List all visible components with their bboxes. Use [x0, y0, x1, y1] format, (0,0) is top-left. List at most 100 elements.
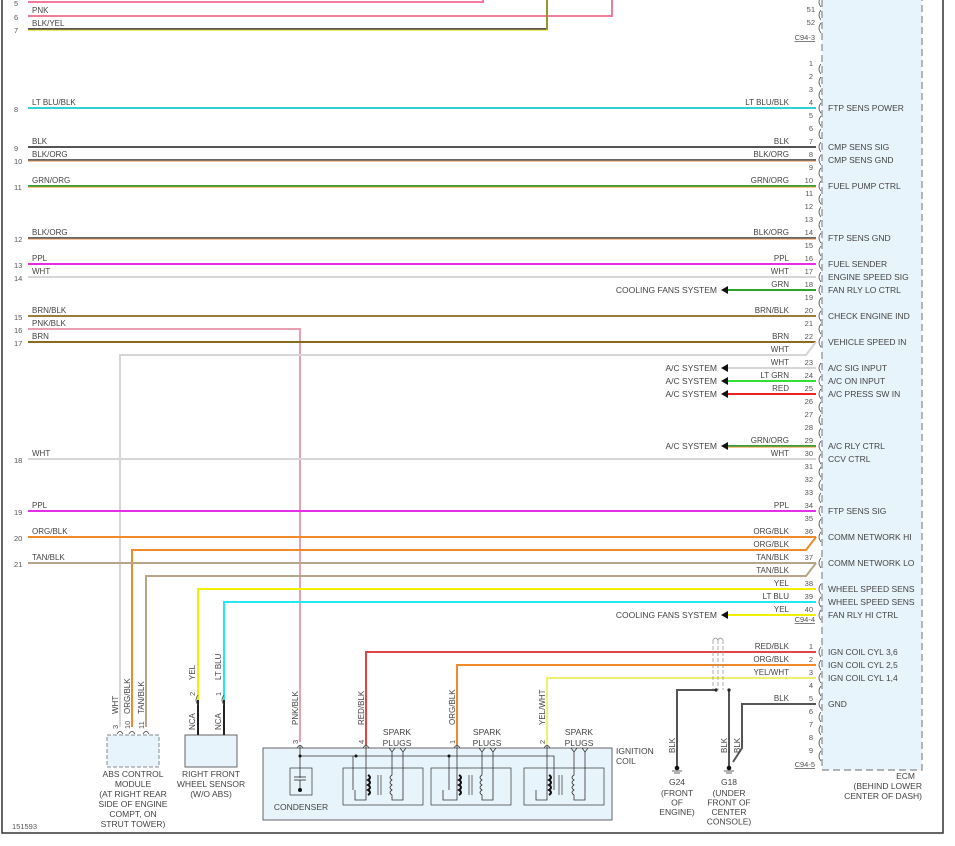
pin-number: 7: [809, 137, 813, 146]
wire-label: LT GRN: [760, 371, 789, 380]
ecm-pin-function: A/C ON INPUT: [828, 376, 885, 386]
arrow-left-icon: [721, 442, 728, 450]
ecm-pin-function: A/C SIG INPUT: [828, 363, 887, 373]
circuit-number: 6: [14, 13, 18, 22]
pin-number: 2: [809, 72, 813, 81]
connector-terminal-icon: [818, 414, 822, 426]
pin-number: 7: [809, 720, 813, 729]
ecm-pin-function: CMP SENS SIG: [828, 142, 889, 152]
connector-terminal-icon: [818, 492, 822, 504]
pin-number: 34: [805, 501, 813, 510]
wire-label: YEL: [188, 664, 197, 680]
connector-terminal-icon: [818, 596, 822, 608]
pin-number: 14: [805, 228, 813, 237]
ignition-coil-label: IGNITION: [616, 746, 654, 756]
primary-coil-icon: [366, 774, 371, 796]
wire-g24: [676, 689, 716, 768]
pin-number: 2: [809, 655, 813, 664]
wire-c94-5-pin-1: [365, 651, 816, 745]
terminal-label: NCA: [188, 712, 197, 730]
ecm-pin-function: IGN COIL CYL 2,5: [828, 660, 898, 670]
condenser-ground: [298, 788, 302, 792]
connector-terminal-icon: [818, 737, 822, 749]
wire-label: TAN/BLK: [137, 681, 146, 714]
connector-terminal-icon: [818, 453, 822, 465]
connector-terminal-icon: [818, 362, 822, 374]
ecm-location: (BEHIND LOWER: [854, 781, 922, 791]
connector-terminal-icon: [818, 479, 822, 491]
circuit-number: 13: [14, 261, 22, 270]
ecm-location: CENTER OF DASH): [844, 791, 922, 801]
wire-pin-36-branch: [131, 536, 817, 727]
ground-id: G24: [669, 777, 685, 787]
wire-label: PPL: [774, 254, 790, 263]
wire-label: BLK: [733, 737, 742, 753]
wire-circuit-7: [28, 0, 548, 31]
pin-terminal-icon: [116, 731, 124, 735]
arrow-left-icon: [721, 377, 728, 385]
wire-label: WHT: [111, 696, 120, 714]
connector-terminal-icon: [818, 505, 822, 517]
pin-number: 4: [357, 740, 366, 744]
condenser-label: CONDENSER: [274, 802, 328, 812]
connector-terminal-icon: [818, 698, 822, 710]
pin-number: 26: [805, 397, 813, 406]
wheel-sensor-label: (W/O ABS): [190, 789, 232, 799]
primary-coil-icon: [457, 774, 462, 796]
wire-circuit-10: [28, 159, 816, 162]
coil-bus: [299, 745, 555, 790]
wire-label: WHT: [771, 345, 789, 354]
pin-number: 18: [805, 280, 813, 289]
destination-label: A/C SYSTEM: [666, 441, 717, 451]
pin-number: 1: [214, 692, 223, 696]
circuit-number: 20: [14, 534, 22, 543]
diagram-border: [1, 0, 944, 834]
pin-number: 1: [448, 740, 457, 744]
ignition-coil-label: COIL: [616, 756, 636, 766]
pin-terminal-icon: [128, 731, 136, 735]
wire-line: [365, 651, 816, 745]
ground-icon: [726, 765, 732, 771]
pin-number: 31: [805, 462, 813, 471]
junction-dot: [298, 754, 302, 758]
pin-number: 9: [809, 746, 813, 755]
connector-terminal-icon: [818, 180, 822, 192]
pin-number: 38: [805, 579, 813, 588]
right-front-wheel-sensor: [184, 734, 238, 768]
circuit-number: 8: [14, 105, 18, 114]
connector-terminal-icon: [818, 271, 822, 283]
wire-pin-37-branch: [145, 562, 817, 727]
wire-label: BLK/ORG: [753, 228, 789, 237]
wire-line: [28, 0, 613, 17]
ground-location: FRONT OF: [707, 798, 750, 808]
wire-label: PPL: [774, 501, 790, 510]
pin-number: 9: [809, 163, 813, 172]
pin-number: 20: [805, 306, 813, 315]
pin-number: 17: [805, 267, 813, 276]
wire-label: GRN: [771, 280, 789, 289]
junction-dot: [447, 754, 451, 758]
wire-label: GRN/ORG: [751, 436, 789, 445]
ground-location: OF: [671, 798, 683, 808]
circuit-number: 14: [14, 274, 22, 283]
pin-number: 3: [111, 725, 120, 729]
pin-number: 28: [805, 423, 813, 432]
pin-number: 32: [805, 475, 813, 484]
wire-circuit-12: [28, 237, 816, 240]
wire-circuit-5: [28, 0, 484, 3]
wire-line: [456, 664, 816, 745]
pin-number: 1: [809, 642, 813, 651]
ground-location: CENTER: [712, 807, 747, 817]
spark-plugs-label: PLUGS: [383, 738, 412, 748]
pin-number: 19: [805, 293, 813, 302]
ground-location: (FRONT: [661, 788, 693, 798]
wire-label: PPL: [32, 254, 48, 263]
connector-terminal-icon: [818, 9, 822, 21]
wire-label: WHT: [32, 267, 50, 276]
connector-terminal-icon: [818, 336, 822, 348]
ecm-pin-function: A/C PRESS SW IN: [828, 389, 900, 399]
wire-label: BLK: [32, 137, 48, 146]
destination-label: A/C SYSTEM: [666, 389, 717, 399]
spark-plugs-label: SPARK: [383, 727, 412, 737]
